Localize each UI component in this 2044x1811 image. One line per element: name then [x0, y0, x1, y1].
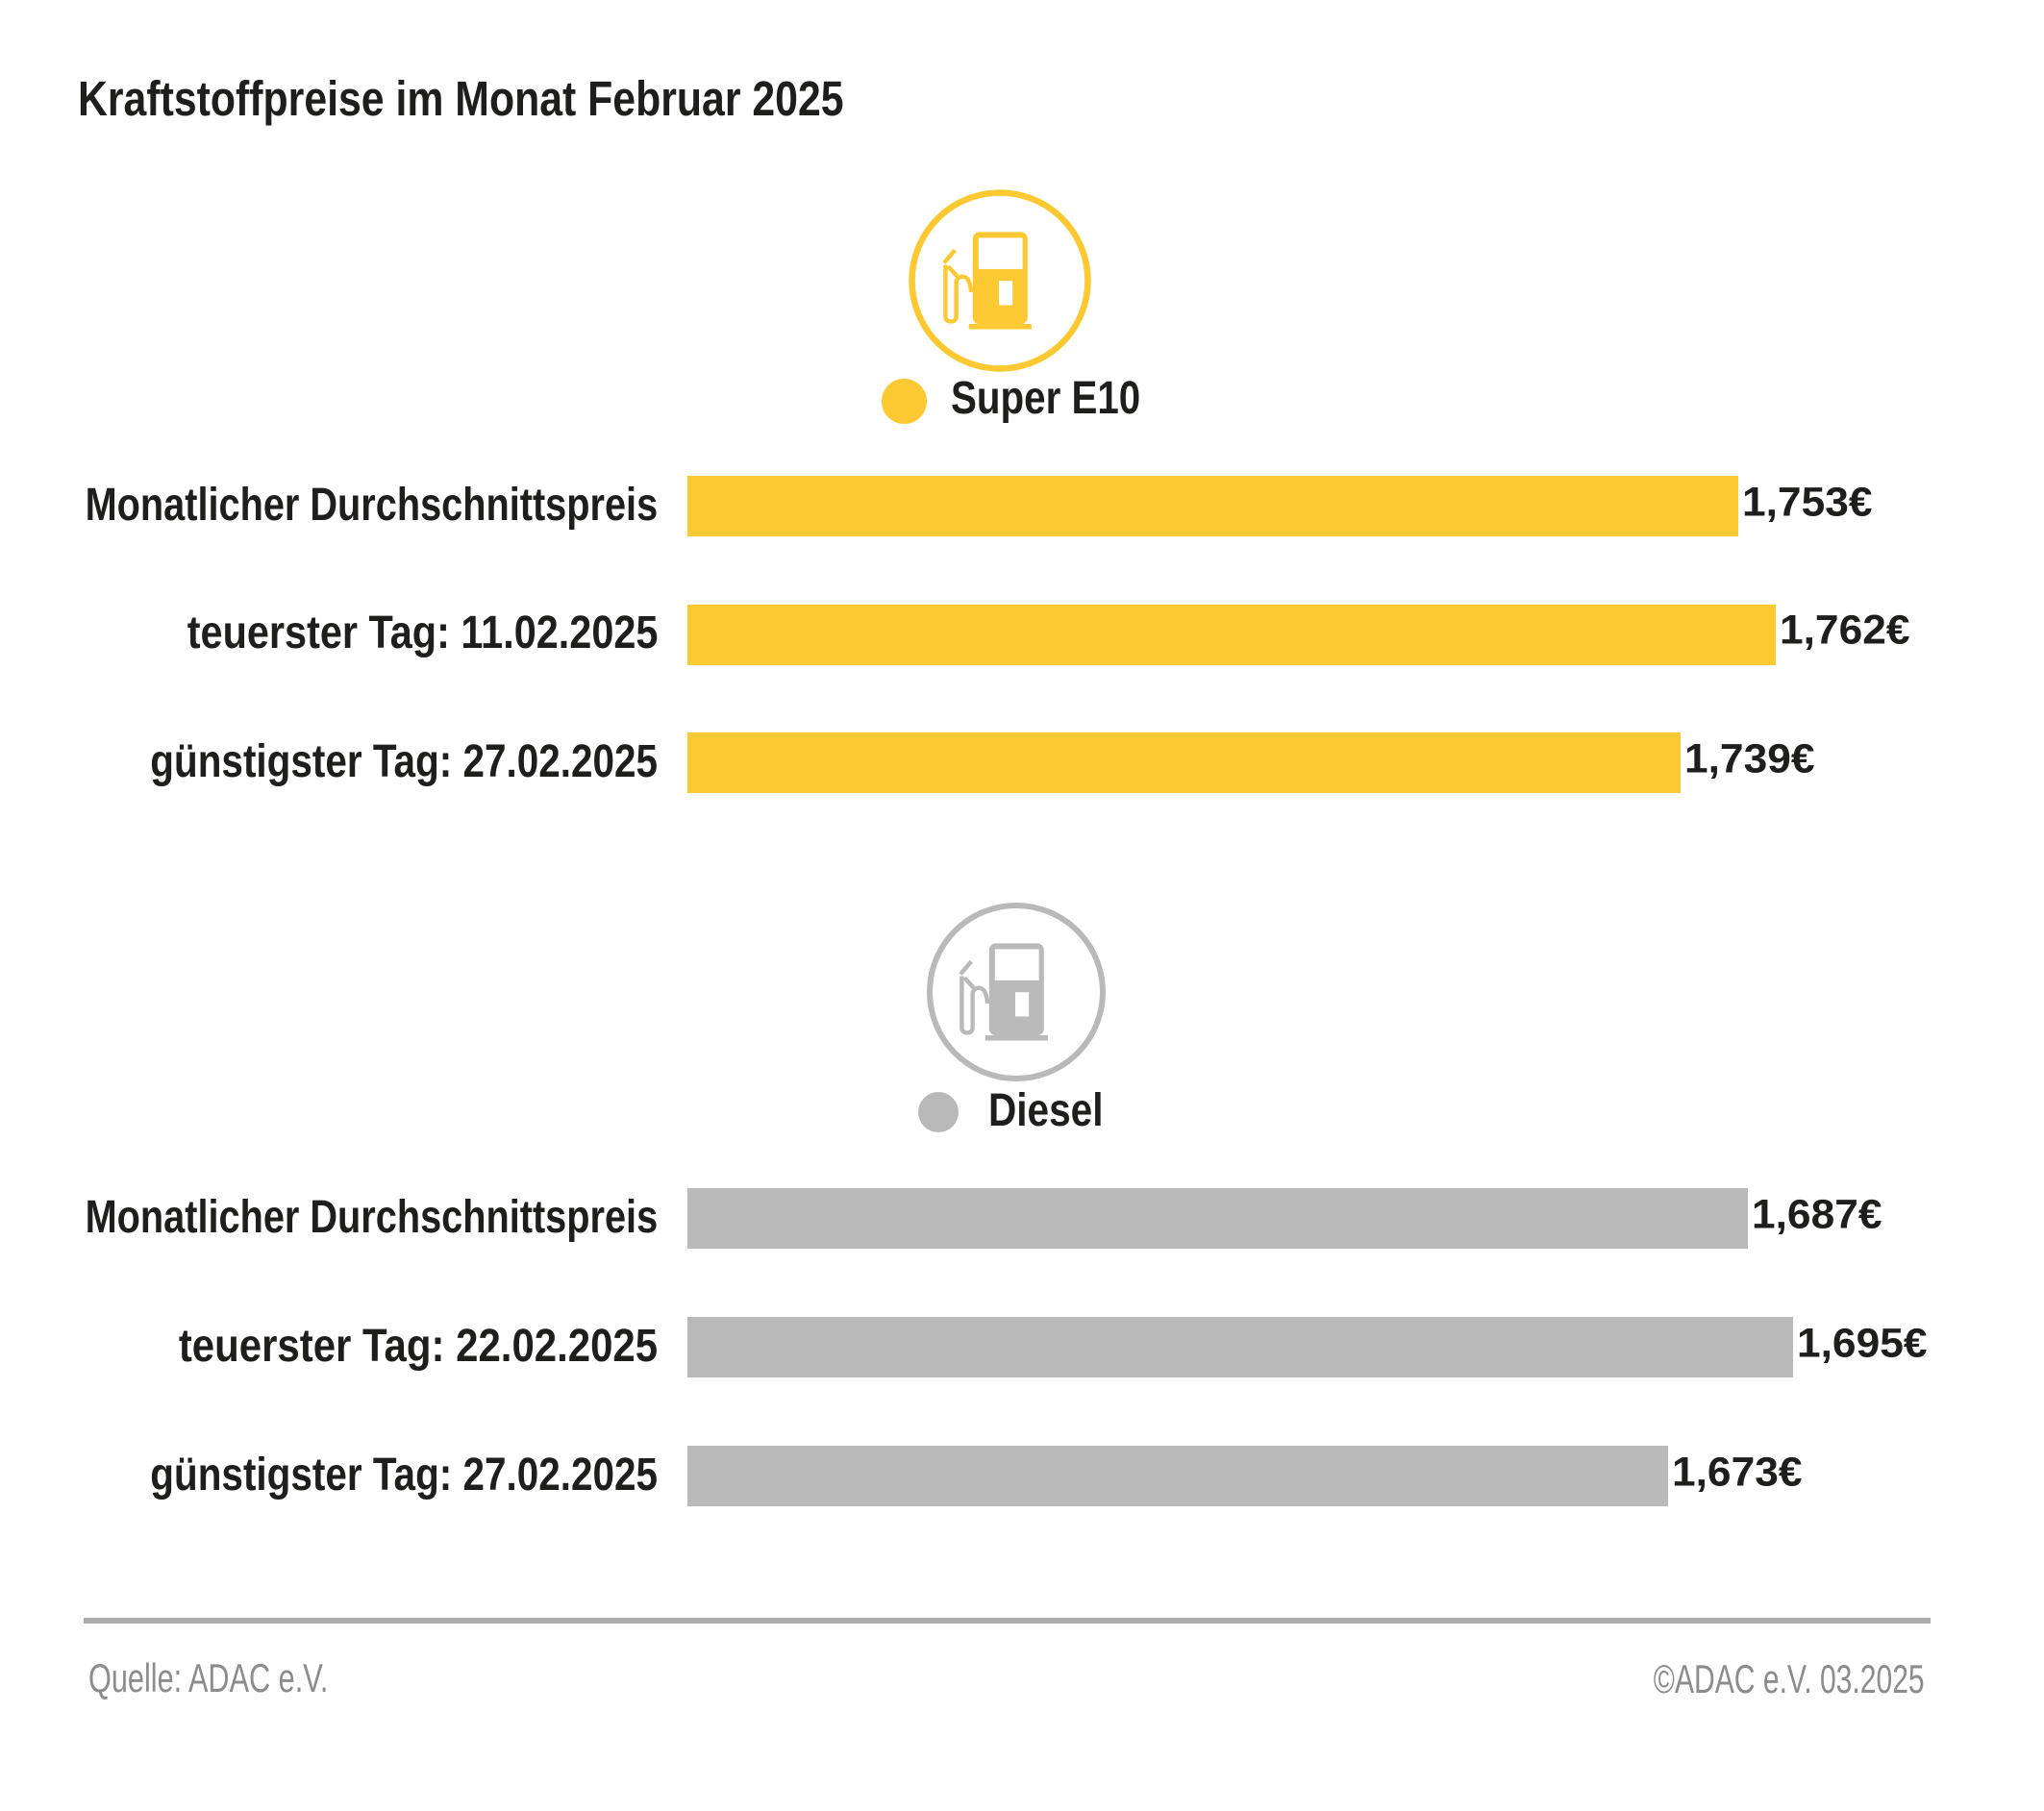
- bar-row-super-min: günstigster Tag: 27.02.2025 1,739€: [0, 732, 2044, 793]
- pump-window: [978, 237, 1023, 269]
- nozzle-handle: [946, 264, 959, 278]
- fuel-pump-icon: [908, 189, 1091, 372]
- bar-value-label: 1,673€: [1672, 1449, 1803, 1495]
- bar-category-label: günstigster Tag: 27.02.2025: [150, 1449, 658, 1501]
- bar-row-diesel-avg: Monatlicher Durchschnittspreis 1,687€: [0, 1188, 2044, 1249]
- bar-value-label: 1,695€: [1797, 1320, 1928, 1366]
- pump-window: [994, 948, 1039, 980]
- legend-dot-super-e10: [882, 379, 927, 424]
- icon-ring: [926, 902, 1106, 1081]
- bar-row-super-avg: Monatlicher Durchschnittspreis 1,753€: [0, 476, 2044, 536]
- bar-super-avg: [687, 476, 1739, 536]
- fuel-pump-icon: [926, 902, 1106, 1081]
- bar-super-min: [687, 732, 1681, 793]
- bar-value-label: 1,753€: [1742, 479, 1873, 525]
- nozzle-pipe: [942, 264, 959, 324]
- pump-base: [985, 1034, 1048, 1040]
- footer-source: Quelle: ADAC e.V.: [88, 1655, 329, 1700]
- bar-category-label: Monatlicher Durchschnittspreis: [85, 479, 658, 531]
- footer-copyright: ©ADAC e.V. 03.2025: [1653, 1656, 1925, 1702]
- bar-diesel-min: [687, 1446, 1669, 1506]
- footer-divider: [83, 1618, 1931, 1625]
- pump-hose: [953, 274, 973, 293]
- nozzle-spout: [941, 248, 957, 264]
- bar-value-label: 1,739€: [1683, 735, 1815, 781]
- bar-diesel-max: [687, 1317, 1793, 1377]
- bar-category-label: teuerster Tag: 11.02.2025: [187, 608, 658, 658]
- bar-row-diesel-max: teuerster Tag: 22.02.2025 1,695€: [0, 1317, 2044, 1377]
- pump-base: [968, 324, 1032, 330]
- bar-value-label: 1,687€: [1751, 1191, 1882, 1237]
- legend-label-diesel: Diesel: [988, 1085, 1104, 1137]
- nozzle-pipe: [959, 976, 975, 1035]
- chart-title: Kraftstoffpreise im Monat Februar 2025: [78, 71, 844, 126]
- bar-super-max: [687, 604, 1776, 665]
- legend-label-super-e10: Super E10: [950, 372, 1141, 424]
- pump-hose: [969, 985, 989, 1004]
- bar-diesel-avg: [687, 1188, 1748, 1249]
- bar-category-label: Monatlicher Durchschnittspreis: [85, 1191, 658, 1243]
- bar-category-label: teuerster Tag: 22.02.2025: [178, 1320, 658, 1372]
- pump-door: [998, 281, 1012, 306]
- pump-door: [1014, 991, 1029, 1016]
- bar-row-super-max: teuerster Tag: 11.02.2025 1,762€: [0, 604, 2044, 665]
- icon-ring: [908, 189, 1091, 372]
- bar-category-label: günstigster Tag: 27.02.2025: [150, 735, 658, 787]
- legend-dot-diesel: [917, 1091, 959, 1132]
- bar-value-label: 1,762€: [1780, 607, 1910, 654]
- nozzle-handle: [962, 976, 975, 989]
- bar-row-diesel-min: günstigster Tag: 27.02.2025 1,673€: [0, 1446, 2044, 1506]
- nozzle-spout: [958, 959, 973, 976]
